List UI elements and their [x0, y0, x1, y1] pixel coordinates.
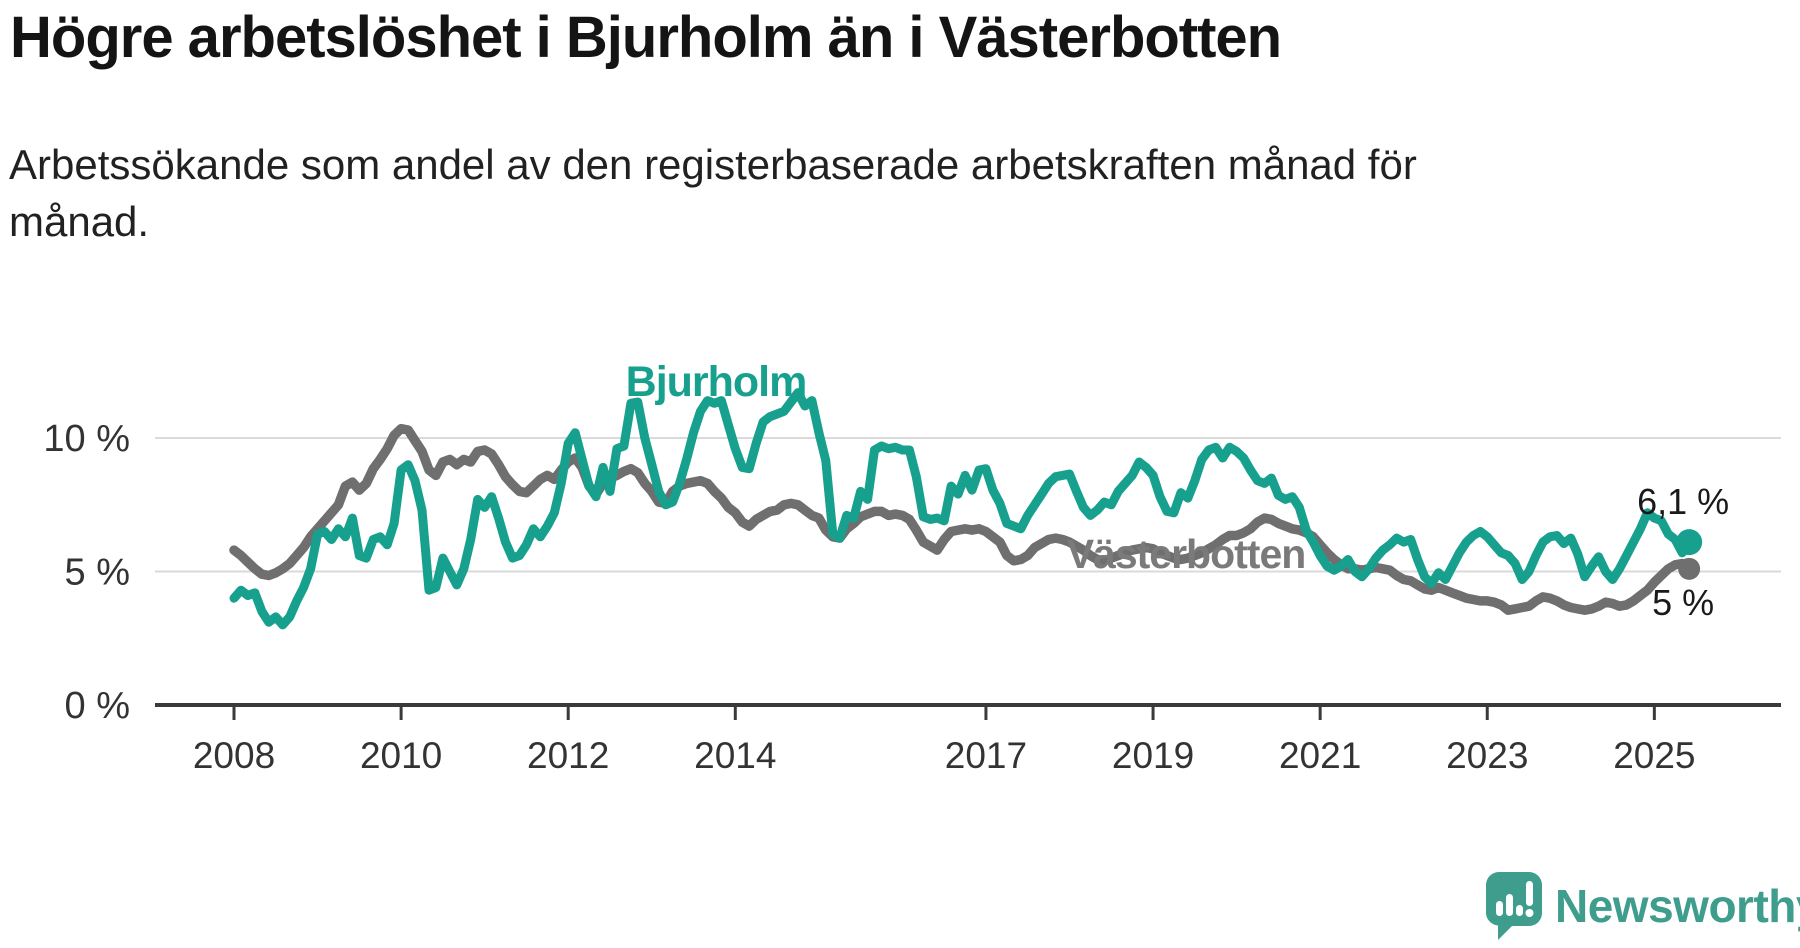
x-axis-label-2012: 2012 [527, 735, 609, 776]
x-axis-label-2023: 2023 [1446, 735, 1528, 776]
axis-tick-labels: 0 % 5 % 10 % 2008 2010 2012 2014 2017 2019 2021 20… [43, 418, 1695, 776]
end-dot-västerbotten [1678, 557, 1701, 580]
page-title: Högre arbetslöshet i Bjurholm än i Väste… [10, 5, 1282, 70]
x-axis-label-2010: 2010 [360, 735, 442, 776]
x-axis-label-2025: 2025 [1613, 735, 1695, 776]
y-axis-label-5: 5 % [65, 552, 130, 594]
end-label-västerbotten: 5 % [1652, 582, 1714, 623]
x-axis-label-2014: 2014 [694, 735, 776, 776]
series-inline-labels: Bjurholm Västerbotten [626, 358, 1307, 577]
axes [155, 703, 1781, 720]
newsworthy-bubble-bar-chart-icon [1486, 872, 1542, 940]
series-label-vasterbotten: Västerbotten [1067, 531, 1306, 577]
end-label-bjurholm: 6,1 % [1637, 481, 1729, 522]
subtitle-line-1: Arbetssökande som andel av den registerb… [9, 141, 1417, 188]
y-axis-label-10: 10 % [43, 418, 130, 460]
newsworthy-logo: Newsworthy [1486, 872, 1800, 940]
newsworthy-brand-text: Newsworthy [1555, 880, 1800, 932]
chart-subtitle: Arbetssökande som andel av den registerb… [9, 136, 1609, 250]
end-dot-bjurholm [1676, 529, 1703, 556]
subtitle-line-2: månad. [9, 198, 150, 245]
end-point-annotations: 6,1 % 5 % [1637, 481, 1729, 623]
line-västerbotten [229, 423, 1694, 615]
data-series-lines [229, 388, 1694, 630]
series-label-bjurholm: Bjurholm [626, 358, 807, 406]
line-bjurholm [229, 388, 1694, 630]
y-axis-label-0: 0 % [65, 685, 130, 727]
x-axis-label-2008: 2008 [193, 735, 275, 776]
x-axis-label-2017: 2017 [945, 735, 1027, 776]
x-axis-label-2019: 2019 [1112, 735, 1194, 776]
x-axis-label-2021: 2021 [1279, 735, 1361, 776]
